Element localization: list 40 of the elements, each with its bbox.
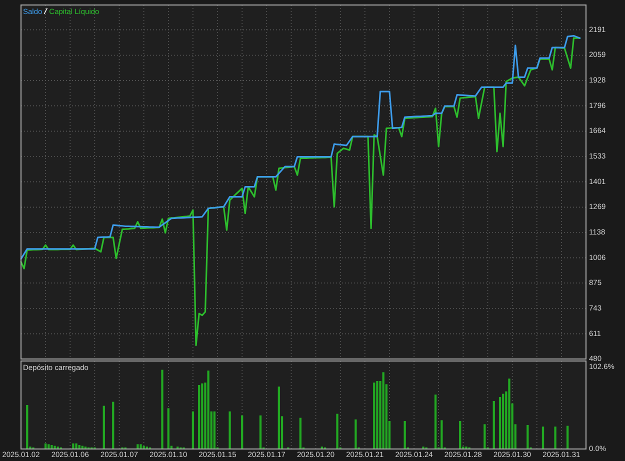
bar [508,378,510,449]
bar [213,411,216,449]
bar [241,415,244,449]
bar [167,408,170,449]
line-series [20,37,581,346]
bar [336,414,338,449]
bar [542,426,544,449]
bar [502,394,504,449]
bar [566,426,569,449]
bar [192,411,194,449]
bar [492,401,495,449]
bar [376,381,378,449]
bar [554,426,556,449]
bar [354,419,357,449]
bar [373,382,376,449]
bar [201,383,204,449]
bar [136,444,139,449]
bar [50,445,53,449]
bar [140,444,142,449]
bar [112,402,114,449]
bar [382,372,384,449]
bar [484,424,486,449]
bar [259,415,262,449]
bar [75,443,78,449]
bar [26,405,28,449]
line-series [20,34,581,260]
bar [102,406,105,449]
bar [228,411,231,449]
bar [434,394,437,449]
bar [459,421,462,449]
bar [207,370,210,449]
bar [72,443,74,449]
bar [161,370,164,449]
bar [526,425,529,449]
bar [498,397,502,449]
bar [278,386,280,449]
bar [404,421,406,449]
bar [440,420,443,449]
bar [198,385,200,449]
bar [299,418,302,449]
